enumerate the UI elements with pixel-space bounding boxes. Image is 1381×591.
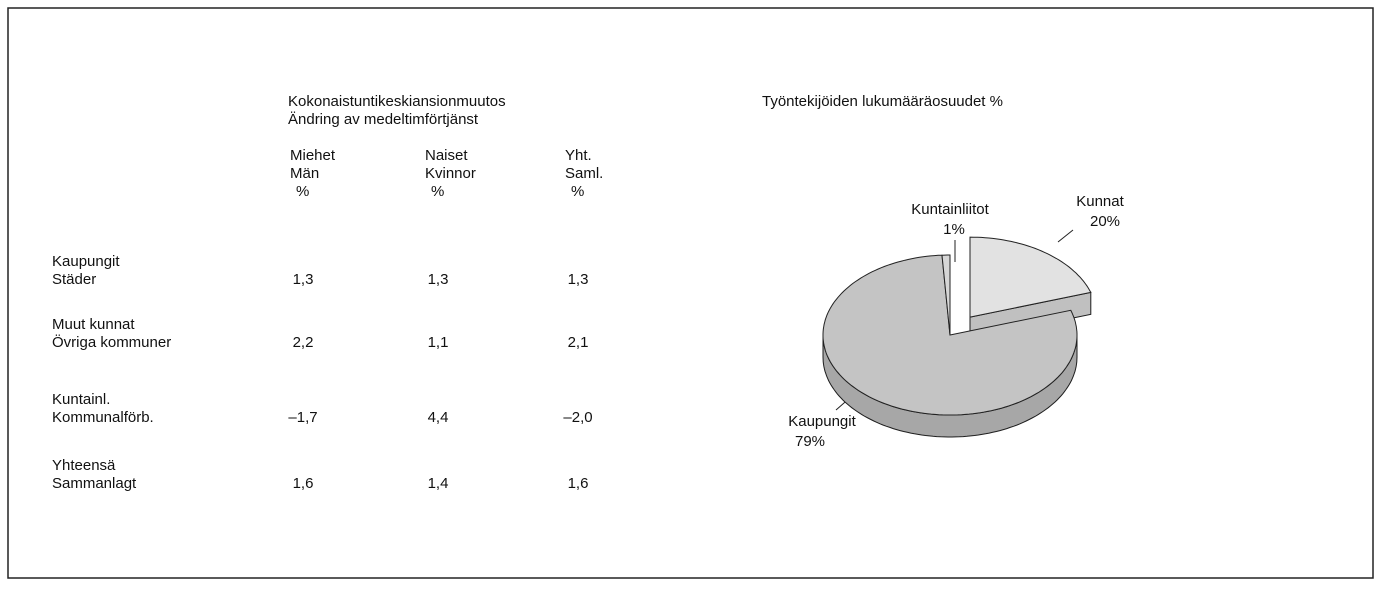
table-title: Kokonaistuntikeskiansionmuutos: [288, 93, 506, 110]
slice-value-label: 1%: [943, 221, 965, 238]
pie-slice: [822, 254, 1078, 416]
table-title: Ändring av medeltimförtjänst: [288, 111, 479, 128]
column-header: Yht.: [565, 147, 592, 164]
pie-slice: [941, 254, 951, 336]
column-header: Naiset: [425, 147, 468, 164]
cell: 2,1: [568, 334, 589, 351]
frame: [7, 7, 1374, 579]
cell: 1,3: [293, 271, 314, 288]
column-header: %: [431, 183, 444, 200]
row-label: Yhteensä: [52, 457, 116, 474]
column-header: Män: [290, 165, 319, 182]
cell: 4,4: [428, 409, 449, 426]
column-header: %: [571, 183, 584, 200]
column-header: %: [296, 183, 309, 200]
slice-value-label: 20%: [1090, 213, 1120, 230]
cell: 1,4: [428, 475, 449, 492]
row-label: Sammanlagt: [52, 475, 137, 492]
pie: [822, 236, 1092, 438]
column-header: Miehet: [290, 147, 336, 164]
leader-line: [1057, 229, 1074, 243]
row-label: Övriga kommuner: [52, 333, 171, 351]
slice-label: Kuntainliitot: [911, 201, 989, 218]
column-header: Saml.: [565, 165, 603, 182]
cell: –2,0: [563, 409, 592, 426]
row-label: Städer: [52, 271, 96, 288]
row-label: Kuntainl.: [52, 391, 110, 408]
row-label: Kommunalförb.: [52, 409, 154, 426]
cell: 1,6: [293, 475, 314, 492]
row-label: Kaupungit: [52, 253, 120, 270]
cell: 1,1: [428, 334, 449, 351]
pie-slice: [969, 236, 1092, 318]
slice-value-label: 79%: [795, 433, 825, 450]
cell: –1,7: [288, 409, 317, 426]
cell: 1,6: [568, 475, 589, 492]
chart-title: Työntekijöiden lukumääräosuudet %: [762, 93, 1003, 110]
cell: 2,2: [293, 334, 314, 351]
cell: 1,3: [568, 271, 589, 288]
column-header: Kvinnor: [425, 165, 476, 182]
slice-label: Kaupungit: [788, 413, 856, 430]
row-label: Muut kunnat: [52, 316, 135, 333]
table: Kokonaistuntikeskiansionmuutos Ändring a…: [288, 93, 506, 128]
slice-label: Kunnat: [1076, 193, 1124, 210]
cell: 1,3: [428, 271, 449, 288]
